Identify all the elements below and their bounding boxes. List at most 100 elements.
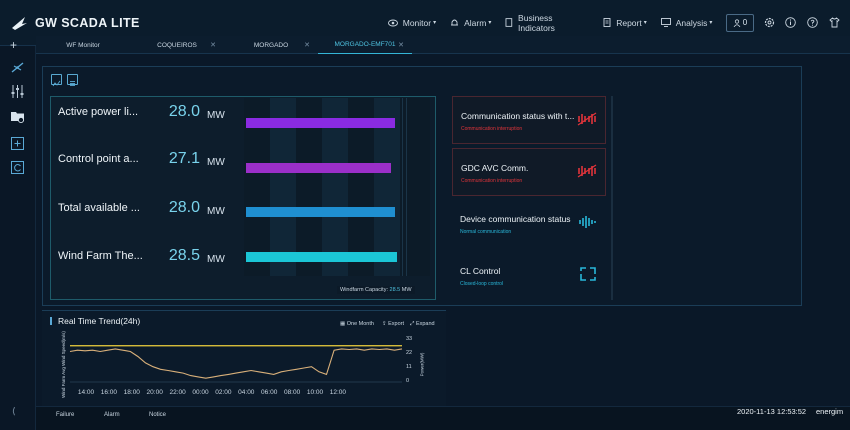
- export-label: Export: [388, 321, 405, 327]
- status-title: GDC AVC Comm.: [461, 163, 529, 173]
- tab-bar: WF Monitor COQUEIROS ✕ MORGADO ✕ MORGADO-E…: [36, 36, 850, 54]
- report-icon: [603, 18, 611, 27]
- gear-icon: [764, 17, 774, 28]
- status-card[interactable]: Communication status with t... Communicat…: [452, 96, 606, 144]
- metric-value: 28.5: [168, 247, 200, 264]
- metric-value: 28.0: [168, 103, 200, 120]
- x-tick-label: 22:00: [169, 389, 186, 396]
- caret-down-icon: ▾: [488, 20, 492, 26]
- signal-wave-icon: [579, 216, 596, 228]
- close-icon[interactable]: ✕: [398, 41, 404, 49]
- nav-report[interactable]: Report ▾: [603, 18, 647, 28]
- app-title: GW SCADA LITE: [35, 15, 140, 30]
- status-card[interactable]: Device communication status Normal commun…: [452, 200, 606, 248]
- folder-settings-icon[interactable]: [10, 109, 25, 124]
- status-subtitle: Normal communication: [460, 229, 512, 235]
- question-icon: [807, 17, 818, 28]
- online-users-count: 0: [742, 18, 748, 27]
- metric-unit: MW: [207, 254, 225, 265]
- export-button[interactable]: ⇪ Export: [382, 321, 404, 327]
- company-logo-text: energim: [816, 407, 844, 416]
- nav-monitor[interactable]: Monitor ▾: [387, 17, 436, 28]
- y-tick-label: 33: [406, 336, 413, 342]
- metric-unit: MW: [207, 110, 225, 121]
- power-bar: [246, 207, 395, 217]
- bottom-tab-notice[interactable]: Notice: [149, 412, 167, 418]
- expand-button[interactable]: ⤢ Expand: [410, 321, 435, 328]
- tab-morgado-emf701[interactable]: MORGADO-EMF701 ✕: [318, 36, 412, 54]
- y-tick-label: 22: [406, 350, 413, 356]
- add-tab-button[interactable]: +: [10, 38, 18, 52]
- nav-monitor-label: Monitor: [402, 17, 432, 28]
- status-title: Communication status with t...: [461, 111, 575, 121]
- wind-logo-icon: [12, 16, 27, 30]
- x-tick-label: 18:00: [123, 389, 140, 396]
- settings-button[interactable]: [764, 17, 776, 29]
- power-bar: [246, 118, 395, 128]
- x-tick-label: 08:00: [283, 389, 301, 396]
- info-button[interactable]: [785, 17, 797, 29]
- tab-label: COQUEIROS: [157, 41, 197, 49]
- help-button[interactable]: [807, 17, 819, 29]
- top-nav: Monitor ▾ Alarm ▾ Business Indicators Repo…: [387, 13, 850, 33]
- eye-icon: [387, 19, 398, 26]
- nav-alarm-label: Alarm: [464, 17, 487, 28]
- x-tick-label: 16:00: [100, 389, 118, 396]
- capacity-value: 28.5: [389, 287, 401, 293]
- close-icon[interactable]: ✕: [210, 42, 216, 49]
- tab-morgado[interactable]: MORGADO ✕: [224, 36, 318, 54]
- wind-turbine-icon[interactable]: [10, 60, 25, 75]
- tab-coqueiros[interactable]: COQUEIROS ✕: [130, 36, 224, 54]
- status-subtitle: Communication interruption: [461, 126, 523, 132]
- capacity-label: Windfarm Capacity:: [340, 287, 388, 293]
- calendar-icon: ▦: [340, 321, 347, 327]
- collapse-sidebar-icon[interactable]: ⟨: [12, 406, 16, 416]
- status-card[interactable]: GDC AVC Comm. Communication interruption: [452, 148, 606, 196]
- close-icon[interactable]: ✕: [304, 42, 310, 49]
- metric-label: Control point a...: [58, 153, 139, 165]
- online-users-button[interactable]: 0: [726, 13, 754, 32]
- list-icon: [70, 81, 75, 86]
- nav-alarm[interactable]: Alarm ▾: [450, 18, 491, 28]
- skin-button[interactable]: [828, 17, 840, 29]
- nav-report-label: Report: [616, 17, 642, 28]
- nav-analysis[interactable]: Analysis ▾: [660, 17, 712, 28]
- status-card[interactable]: CL Control Closed-loop control: [452, 252, 606, 300]
- monitor-chart-icon: [660, 18, 671, 27]
- x-tick-label: 14:00: [77, 389, 95, 396]
- y-tick-label: 11: [406, 364, 412, 370]
- status-subtitle: Communication interruption: [461, 178, 523, 184]
- brand: GW SCADA LITE: [10, 14, 208, 32]
- metric-unit: MW: [207, 157, 225, 168]
- add-box-icon[interactable]: [10, 136, 25, 151]
- refresh-box-icon[interactable]: [10, 160, 25, 175]
- document-icon: [505, 18, 513, 27]
- bottom-tab-failure[interactable]: Failure: [56, 412, 75, 418]
- x-tick-label: 04:00: [238, 389, 255, 396]
- y-tick-label: 0: [406, 378, 410, 384]
- list-view-toggle[interactable]: [67, 74, 78, 86]
- nav-business-indicators[interactable]: Business Indicators: [505, 13, 589, 33]
- closed-loop-icon: [580, 267, 596, 281]
- caret-down-icon: ▾: [643, 20, 647, 26]
- signal-broken-icon: [577, 112, 597, 126]
- x-tick-label: 06:00: [261, 389, 278, 396]
- x-tick-label: 10:00: [306, 389, 324, 396]
- status-title: CL Control: [460, 266, 501, 276]
- power-bar: [246, 252, 397, 262]
- status-subtitle: Closed-loop control: [460, 281, 504, 287]
- sliders-icon[interactable]: [10, 84, 25, 99]
- bottom-tab-alarm[interactable]: Alarm: [104, 412, 120, 418]
- status-divider: [611, 96, 613, 300]
- chart-view-toggle[interactable]: [51, 74, 62, 87]
- expand-label: Expand: [415, 321, 435, 327]
- tab-wf-monitor[interactable]: WF Monitor: [36, 36, 130, 54]
- nav-analysis-label: Analysis: [675, 17, 708, 28]
- right-axis-label: Power(MW): [419, 352, 425, 377]
- one-month-button[interactable]: ▦ One Month: [340, 321, 374, 327]
- metric-label: Wind Farm The...: [58, 250, 143, 262]
- tab-label: MORGADO: [253, 41, 289, 49]
- metric-label: Active power li...: [58, 106, 139, 118]
- grid-line: [406, 98, 407, 276]
- metric-value: 28.0: [168, 199, 200, 216]
